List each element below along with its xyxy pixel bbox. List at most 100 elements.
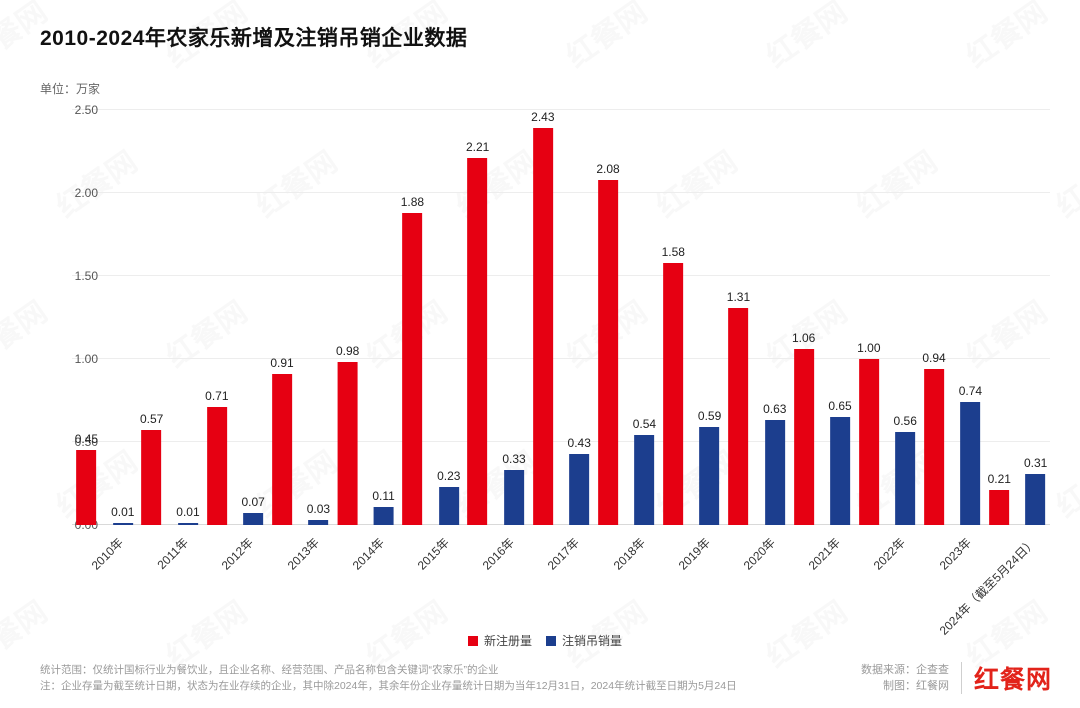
- bar-value-label: 1.00: [857, 341, 881, 355]
- y-axis-tick-label: 2.00: [74, 186, 98, 200]
- bar-deregistrations: [438, 486, 459, 525]
- bar-deregistrations: [177, 523, 198, 525]
- bar-value-label: 0.43: [567, 435, 591, 450]
- y-axis-tick-label: 0.50: [74, 435, 98, 449]
- bar-value-label: 0.94: [922, 350, 946, 365]
- legend-item: 新注册量: [467, 632, 532, 649]
- bar-group: 0.21 0.31 2024年（截至5月24日）: [936, 110, 1050, 638]
- bar-column: 2.21: [466, 110, 489, 525]
- bar-column: 0.57: [140, 110, 163, 525]
- bar-value-label: 0.45: [74, 432, 99, 447]
- bar-column: 0.71: [205, 110, 229, 525]
- bar-deregistrations: [699, 427, 720, 525]
- bar-new-registrations: [532, 128, 553, 525]
- bar-group: 1.00 0.56 2022年: [854, 110, 919, 573]
- bar-column: 0.65: [828, 110, 852, 525]
- x-axis-label: 2018年: [610, 535, 648, 573]
- bar-pair: 1.58 0.59: [661, 110, 722, 525]
- bar-value-label: 0.54: [632, 417, 657, 432]
- gridline: [72, 524, 1050, 525]
- legend-label: 新注册量: [483, 634, 532, 648]
- bar-column: 0.94: [922, 110, 946, 525]
- bar-group: 2.21 0.33 2016年: [463, 110, 528, 573]
- bar-value-label: 2.08: [596, 161, 620, 176]
- bar-group: 2.43 0.43 2017年: [528, 110, 593, 573]
- bar-column: 0.33: [502, 110, 526, 525]
- bar-group: 1.06 0.65 2021年: [789, 110, 854, 573]
- bar-value-label: 0.65: [828, 399, 852, 414]
- bar-group: 0.94 0.74 2023年: [920, 110, 985, 573]
- bar-pair: 0.57 0.01: [140, 110, 200, 525]
- bar-column: 1.00: [857, 110, 881, 525]
- gridline: [72, 109, 1050, 110]
- bar-column: 0.63: [763, 110, 786, 525]
- bar-group: 0.45 0.01 2010年: [72, 110, 137, 572]
- bar-column: 1.88: [401, 110, 424, 525]
- bar-deregistrations: [764, 420, 785, 525]
- bar-group: 0.71 0.07 2012年: [202, 110, 267, 573]
- legend-item: 注销吊销量: [546, 632, 622, 649]
- bar-group: 2.08 0.54 2018年: [594, 110, 659, 573]
- bar-value-label: 0.11: [372, 488, 395, 503]
- bar-new-registrations: [141, 430, 162, 525]
- bar-column: 0.74: [959, 110, 982, 525]
- bar-value-label: 0.01: [176, 505, 200, 520]
- bar-pair: 2.21 0.33: [466, 110, 526, 525]
- bar-new-registrations: [793, 349, 814, 525]
- bar-new-registrations: [858, 359, 879, 525]
- bar-group: 0.91 0.03 2013年: [268, 110, 333, 573]
- bar-group: 0.98 0.11 2014年: [333, 110, 398, 572]
- watermark-text: 红餐网: [960, 0, 1054, 75]
- gridline: [72, 275, 1050, 276]
- bar-pair: 0.94 0.74: [922, 110, 982, 525]
- bar-pair: 2.43 0.43: [531, 110, 591, 525]
- data-source: 数据来源：企查查 制图：红餐网: [861, 662, 949, 695]
- x-axis-label: 2021年: [805, 535, 844, 573]
- bar-column: 0.98: [336, 110, 359, 525]
- bar-new-registrations: [206, 407, 227, 525]
- bar-pair: 0.45 0.01: [74, 110, 134, 525]
- bar-column: 0.01: [111, 110, 134, 525]
- bar-value-label: 0.33: [502, 452, 526, 467]
- bar-value-label: 1.31: [726, 289, 751, 304]
- gridline: [72, 358, 1050, 359]
- bar-value-label: 0.59: [697, 409, 722, 424]
- bar-column: 0.91: [270, 110, 294, 525]
- bar-deregistrations: [308, 520, 329, 525]
- divider: [960, 662, 962, 694]
- bar-value-label: 0.63: [763, 402, 787, 417]
- bar-pair: 2.08 0.54: [596, 110, 656, 525]
- y-axis-tick-label: 2.50: [74, 103, 98, 117]
- x-axis-label: 2014年: [349, 535, 387, 573]
- bar-deregistrations: [960, 402, 981, 525]
- bar-pair: 0.71 0.07: [205, 110, 265, 525]
- bar-new-registrations: [598, 179, 619, 525]
- bar-deregistrations: [634, 435, 655, 525]
- watermark-text: 红餐网: [760, 0, 854, 75]
- x-axis-label: 2022年: [871, 535, 909, 573]
- bar-deregistrations: [503, 470, 524, 525]
- plot-area: 0.00 0.50 1.00 1.50 2.00 2.50 0.45 0.01 2010年 0.5…: [72, 103, 1050, 638]
- bar-group: 1.31 0.63 2020年: [724, 110, 789, 573]
- bar-new-registrations: [76, 450, 97, 525]
- bar-column: 0.23: [437, 110, 460, 525]
- bar-value-label: 0.71: [205, 389, 229, 404]
- bar-value-label: 0.03: [306, 502, 331, 517]
- x-axis-label: 2019年: [675, 535, 713, 573]
- bar-value-label: 0.01: [111, 505, 135, 520]
- bar-column: 2.08: [596, 110, 620, 525]
- bar-value-label: 1.58: [661, 244, 685, 259]
- bar-pair: 1.06 0.65: [792, 110, 852, 525]
- x-axis-label: 2011年: [154, 535, 192, 573]
- bar-value-label: 2.43: [531, 110, 555, 124]
- chart-title: 2010-2024年农家乐新增及注销吊销企业数据: [40, 27, 468, 50]
- bar-deregistrations: [1025, 473, 1046, 525]
- bar-pair: 0.98 0.11: [336, 110, 395, 525]
- bar-new-registrations: [272, 373, 293, 525]
- bar-column: 0.11: [372, 110, 395, 525]
- bar-column: 1.06: [792, 110, 815, 525]
- bar-group: 1.58 0.59 2019年: [659, 110, 724, 573]
- gridline: [72, 192, 1050, 193]
- bar-column: 0.07: [242, 110, 265, 525]
- bar-new-registrations: [402, 212, 423, 525]
